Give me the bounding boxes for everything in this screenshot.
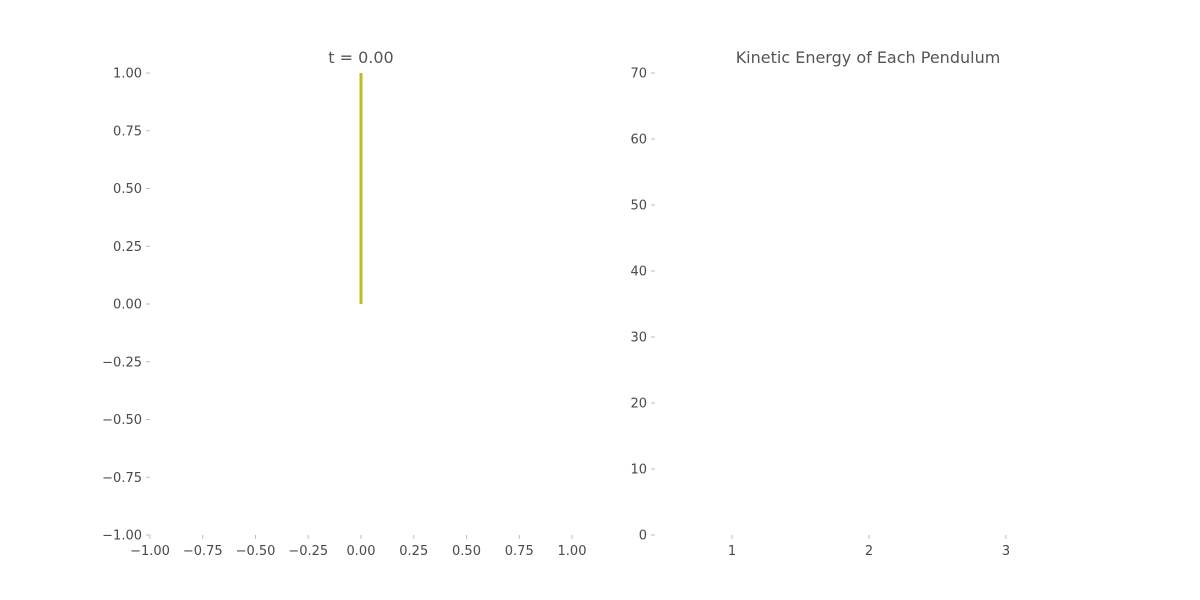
y-tick-label: 0.25 <box>113 240 142 255</box>
y-tick-label: 70 <box>630 67 647 82</box>
y-tick-label: 60 <box>630 133 647 148</box>
y-tick-label: 0.75 <box>113 124 142 139</box>
y-tick-label: 30 <box>630 331 647 346</box>
pendulum-y-axis: −1.00 −0.75 −0.50 −0.25 0.00 0.25 0.50 0.75 1.00 <box>102 67 150 544</box>
pendulum-plot-title: t = 0.00 <box>328 48 393 67</box>
x-tick-label: 2 <box>865 544 873 559</box>
x-tick-label: 1.00 <box>558 544 587 559</box>
y-tick-label: −0.50 <box>102 413 142 428</box>
kinetic-energy-plot-title: Kinetic Energy of Each Pendulum <box>736 48 1001 67</box>
x-tick-label: −0.50 <box>236 544 276 559</box>
x-tick-label: 0.00 <box>347 544 376 559</box>
y-tick-label: −1.00 <box>102 529 142 544</box>
y-tick-label: 20 <box>630 397 647 412</box>
y-tick-label: 0.50 <box>113 182 142 197</box>
y-tick-label: −0.75 <box>102 471 142 486</box>
y-tick-label: 1.00 <box>113 67 142 82</box>
x-tick-label: −0.75 <box>183 544 223 559</box>
y-tick-label: 0.00 <box>113 298 142 313</box>
x-tick-label: 0.25 <box>399 544 428 559</box>
x-tick-label: 0.75 <box>505 544 534 559</box>
x-tick-label: 0.50 <box>452 544 481 559</box>
y-tick-label: 50 <box>630 199 647 214</box>
y-tick-label: 0 <box>639 529 647 544</box>
y-tick-label: 40 <box>630 265 647 280</box>
kinetic-energy-plot: Kinetic Energy of Each Pendulum 0 10 20 30 4… <box>630 48 1010 559</box>
y-tick-label: 10 <box>630 463 647 478</box>
x-tick-label: −1.00 <box>130 544 170 559</box>
energy-x-axis: 1 2 3 <box>728 535 1010 559</box>
energy-y-axis: 0 10 20 30 40 50 60 70 <box>630 67 655 544</box>
y-tick-label: −0.25 <box>102 355 142 370</box>
pendulum-x-axis: −1.00 −0.75 −0.50 −0.25 0.00 0.25 0.50 0.75 1.00 <box>130 535 586 559</box>
x-tick-label: 3 <box>1002 544 1010 559</box>
x-tick-label: −0.25 <box>288 544 328 559</box>
x-tick-label: 1 <box>728 544 736 559</box>
pendulum-plot: t = 0.00 −1.00 −0.75 −0.50 −0.25 0.00 0.25 0.5… <box>102 48 586 559</box>
